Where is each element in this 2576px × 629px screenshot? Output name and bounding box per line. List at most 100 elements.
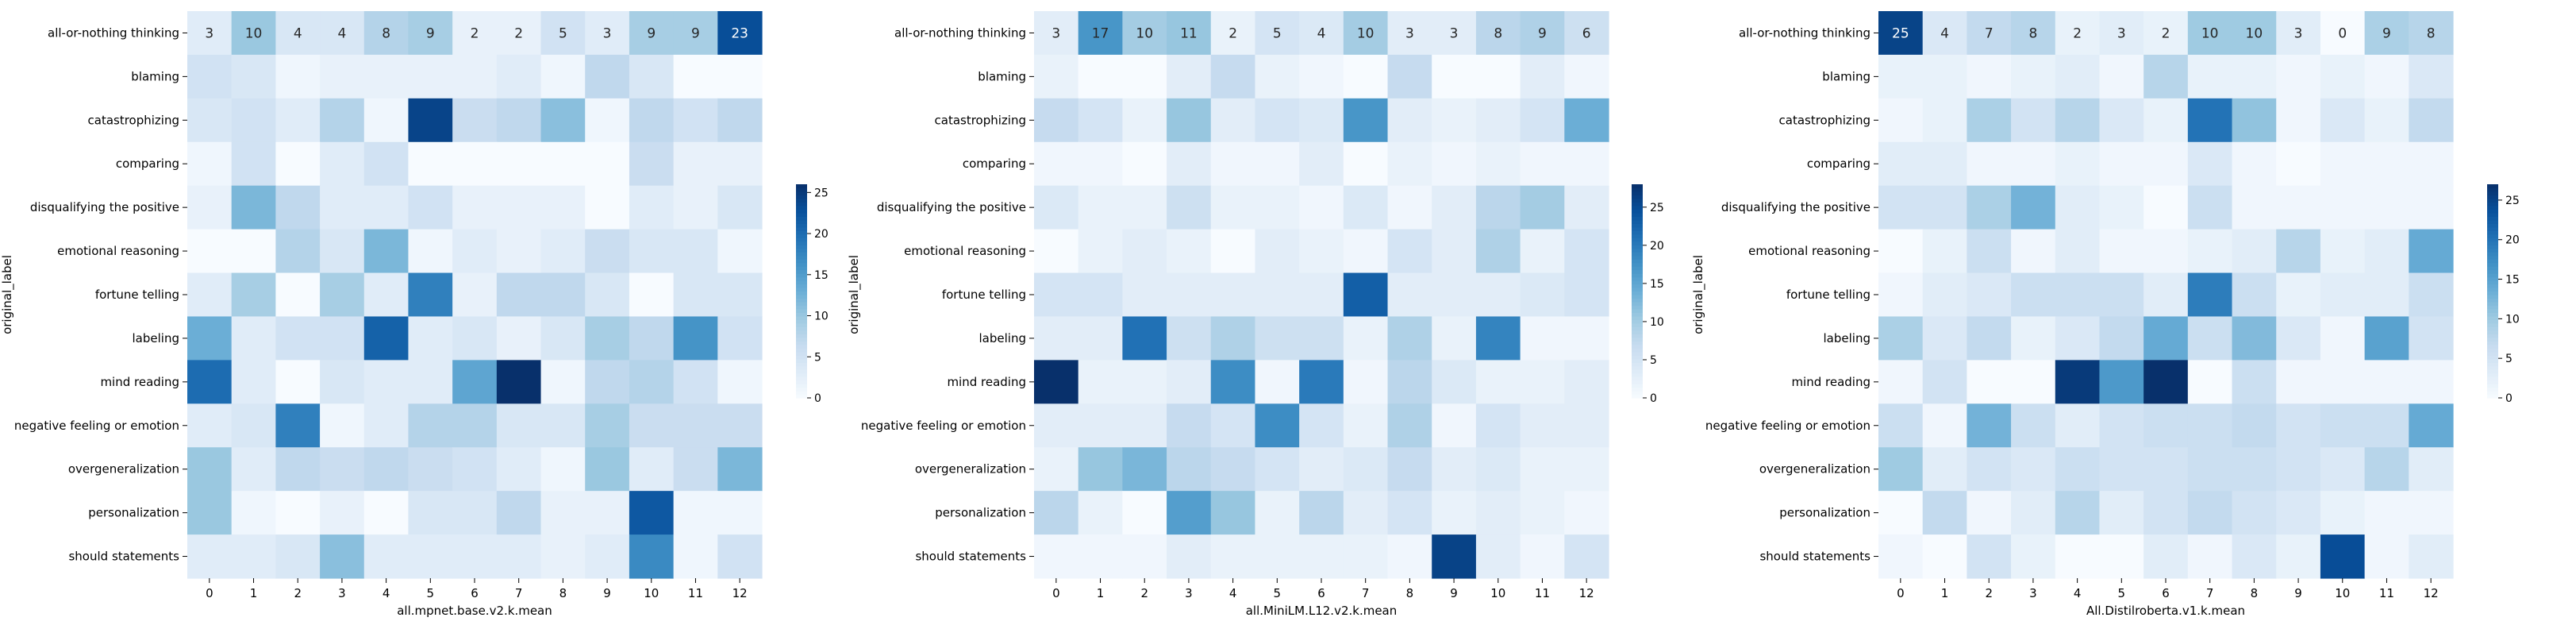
- heatmap-cell: [585, 491, 630, 535]
- heatmap-cell: [187, 403, 233, 448]
- heatmap-cell: [1210, 98, 1256, 143]
- x-tick-label: 0: [206, 586, 213, 600]
- colorbar-segment: [1632, 312, 1643, 317]
- heatmap-cell: [2143, 98, 2189, 143]
- heatmap-cell: [2055, 403, 2101, 448]
- colorbar-segment: [796, 387, 807, 392]
- heatmap-cell: [2187, 360, 2233, 404]
- heatmap-cell: [187, 316, 233, 361]
- colorbar-segment: [2487, 209, 2498, 214]
- heatmap-cell: [275, 54, 321, 99]
- heatmap-cell: [540, 272, 586, 318]
- heatmap-cell: [452, 54, 498, 99]
- heatmap-cell: [1878, 316, 1924, 361]
- colorbar-segment: [2487, 351, 2498, 356]
- x-tick-label: 7: [515, 586, 523, 600]
- heatmap-cell: [673, 491, 718, 535]
- heatmap-cell: [2232, 447, 2277, 492]
- colorbar-segment: [2487, 262, 2498, 267]
- heatmap-cell: [717, 447, 763, 492]
- heatmap-cell: [1387, 98, 1432, 143]
- heatmap-cell: [1967, 98, 2012, 143]
- heatmap-cell: [231, 360, 276, 404]
- heatmap-cell: [320, 141, 365, 187]
- heatmap-cell: [2232, 403, 2277, 448]
- heatmap-cell: [231, 272, 276, 318]
- colorbar-tick-label: 25: [814, 187, 829, 199]
- y-tick-label: should statements: [915, 550, 1026, 564]
- heatmap-cell: [1878, 447, 1924, 492]
- colorbar-segment: [796, 294, 807, 299]
- heatmap-cell: [1520, 11, 1565, 56]
- colorbar-segment: [2487, 266, 2498, 271]
- y-tick-label: fortune telling: [942, 287, 1026, 302]
- heatmap-cell: [2232, 54, 2277, 99]
- heatmap-cell: [496, 491, 542, 535]
- heatmap-cell: [2320, 185, 2366, 230]
- x-tick-label: 10: [1490, 586, 1505, 600]
- heatmap-cell: [2409, 141, 2454, 187]
- colorbar-segment: [1632, 262, 1643, 267]
- x-tick-label: 10: [2335, 586, 2350, 600]
- heatmap-cell: [2143, 534, 2189, 579]
- heatmap-cell: [1034, 185, 1079, 230]
- heatmap-cell: [1564, 141, 1609, 187]
- heatmap-cell: [1167, 141, 1212, 187]
- y-tick-label: negative feeling or emotion: [861, 419, 1026, 433]
- colorbar-segment: [2487, 216, 2498, 221]
- heatmap-cell: [496, 185, 542, 230]
- x-tick-label: 9: [2294, 586, 2302, 600]
- heatmap-cell: [2276, 11, 2321, 56]
- heatmap-cell: [2055, 11, 2101, 56]
- colorbar-segment: [1632, 269, 1643, 274]
- heatmap-cell: [540, 98, 586, 143]
- heatmap-cell: [2011, 229, 2056, 274]
- y-tick-label: personalization: [1779, 506, 1870, 520]
- cell-annotation: 8: [2029, 25, 2038, 41]
- heatmap-cell: [496, 360, 542, 404]
- x-axis-label: all.MiniLM.L12.v2.k.mean: [1246, 604, 1398, 618]
- heatmap-cell: [2276, 491, 2321, 535]
- heatmap-cell: [1210, 534, 1256, 579]
- heatmap-cell: [2320, 11, 2366, 56]
- colorbar-segment: [1632, 358, 1643, 363]
- x-axis-label: All.Distilroberta.v1.k.mean: [2086, 604, 2245, 618]
- colorbar-tick-label: 0: [2505, 392, 2513, 405]
- colorbar-segment: [1632, 387, 1643, 392]
- heatmap-cell: [1078, 11, 1123, 56]
- heatmap-cell: [1564, 54, 1609, 99]
- colorbar-segment: [796, 301, 807, 307]
- heatmap-cell: [1299, 141, 1344, 187]
- colorbar-segment: [1632, 259, 1643, 264]
- heatmap-cell: [1520, 272, 1565, 318]
- heatmap-cell: [2364, 403, 2409, 448]
- cell-annotation: 2: [471, 25, 479, 41]
- heatmap-cell: [540, 11, 586, 56]
- cell-annotation: 3: [2294, 25, 2303, 41]
- heatmap-cell: [408, 447, 453, 492]
- cell-annotation: 4: [1317, 25, 1326, 41]
- heatmap-cell: [187, 185, 233, 230]
- x-tick-label: 12: [732, 586, 748, 600]
- colorbar-segment: [2487, 358, 2498, 363]
- colorbar-segment: [1632, 209, 1643, 214]
- colorbar-segment: [1632, 391, 1643, 396]
- colorbar-segment: [2487, 252, 2498, 257]
- heatmap-cell: [2320, 272, 2366, 318]
- cell-annotation: 2: [514, 25, 523, 41]
- heatmap-cell: [2011, 272, 2056, 318]
- colorbar-segment: [1632, 394, 1643, 399]
- colorbar-tick-label: 10: [814, 311, 829, 323]
- colorbar-tick-label: 20: [2505, 234, 2520, 247]
- heatmap-cell: [275, 11, 321, 56]
- heatmap-cell: [1122, 11, 1167, 56]
- heatmap-cell: [320, 403, 365, 448]
- colorbar-segment: [796, 198, 807, 203]
- cell-annotation: 11: [1180, 25, 1198, 41]
- heatmap-cell: [1210, 491, 1256, 535]
- heatmap-cell: [2320, 491, 2366, 535]
- heatmap-cell: [496, 141, 542, 187]
- heatmap-cell: [1967, 447, 2012, 492]
- heatmap-cell: [1299, 98, 1344, 143]
- heatmap-cell: [2011, 534, 2056, 579]
